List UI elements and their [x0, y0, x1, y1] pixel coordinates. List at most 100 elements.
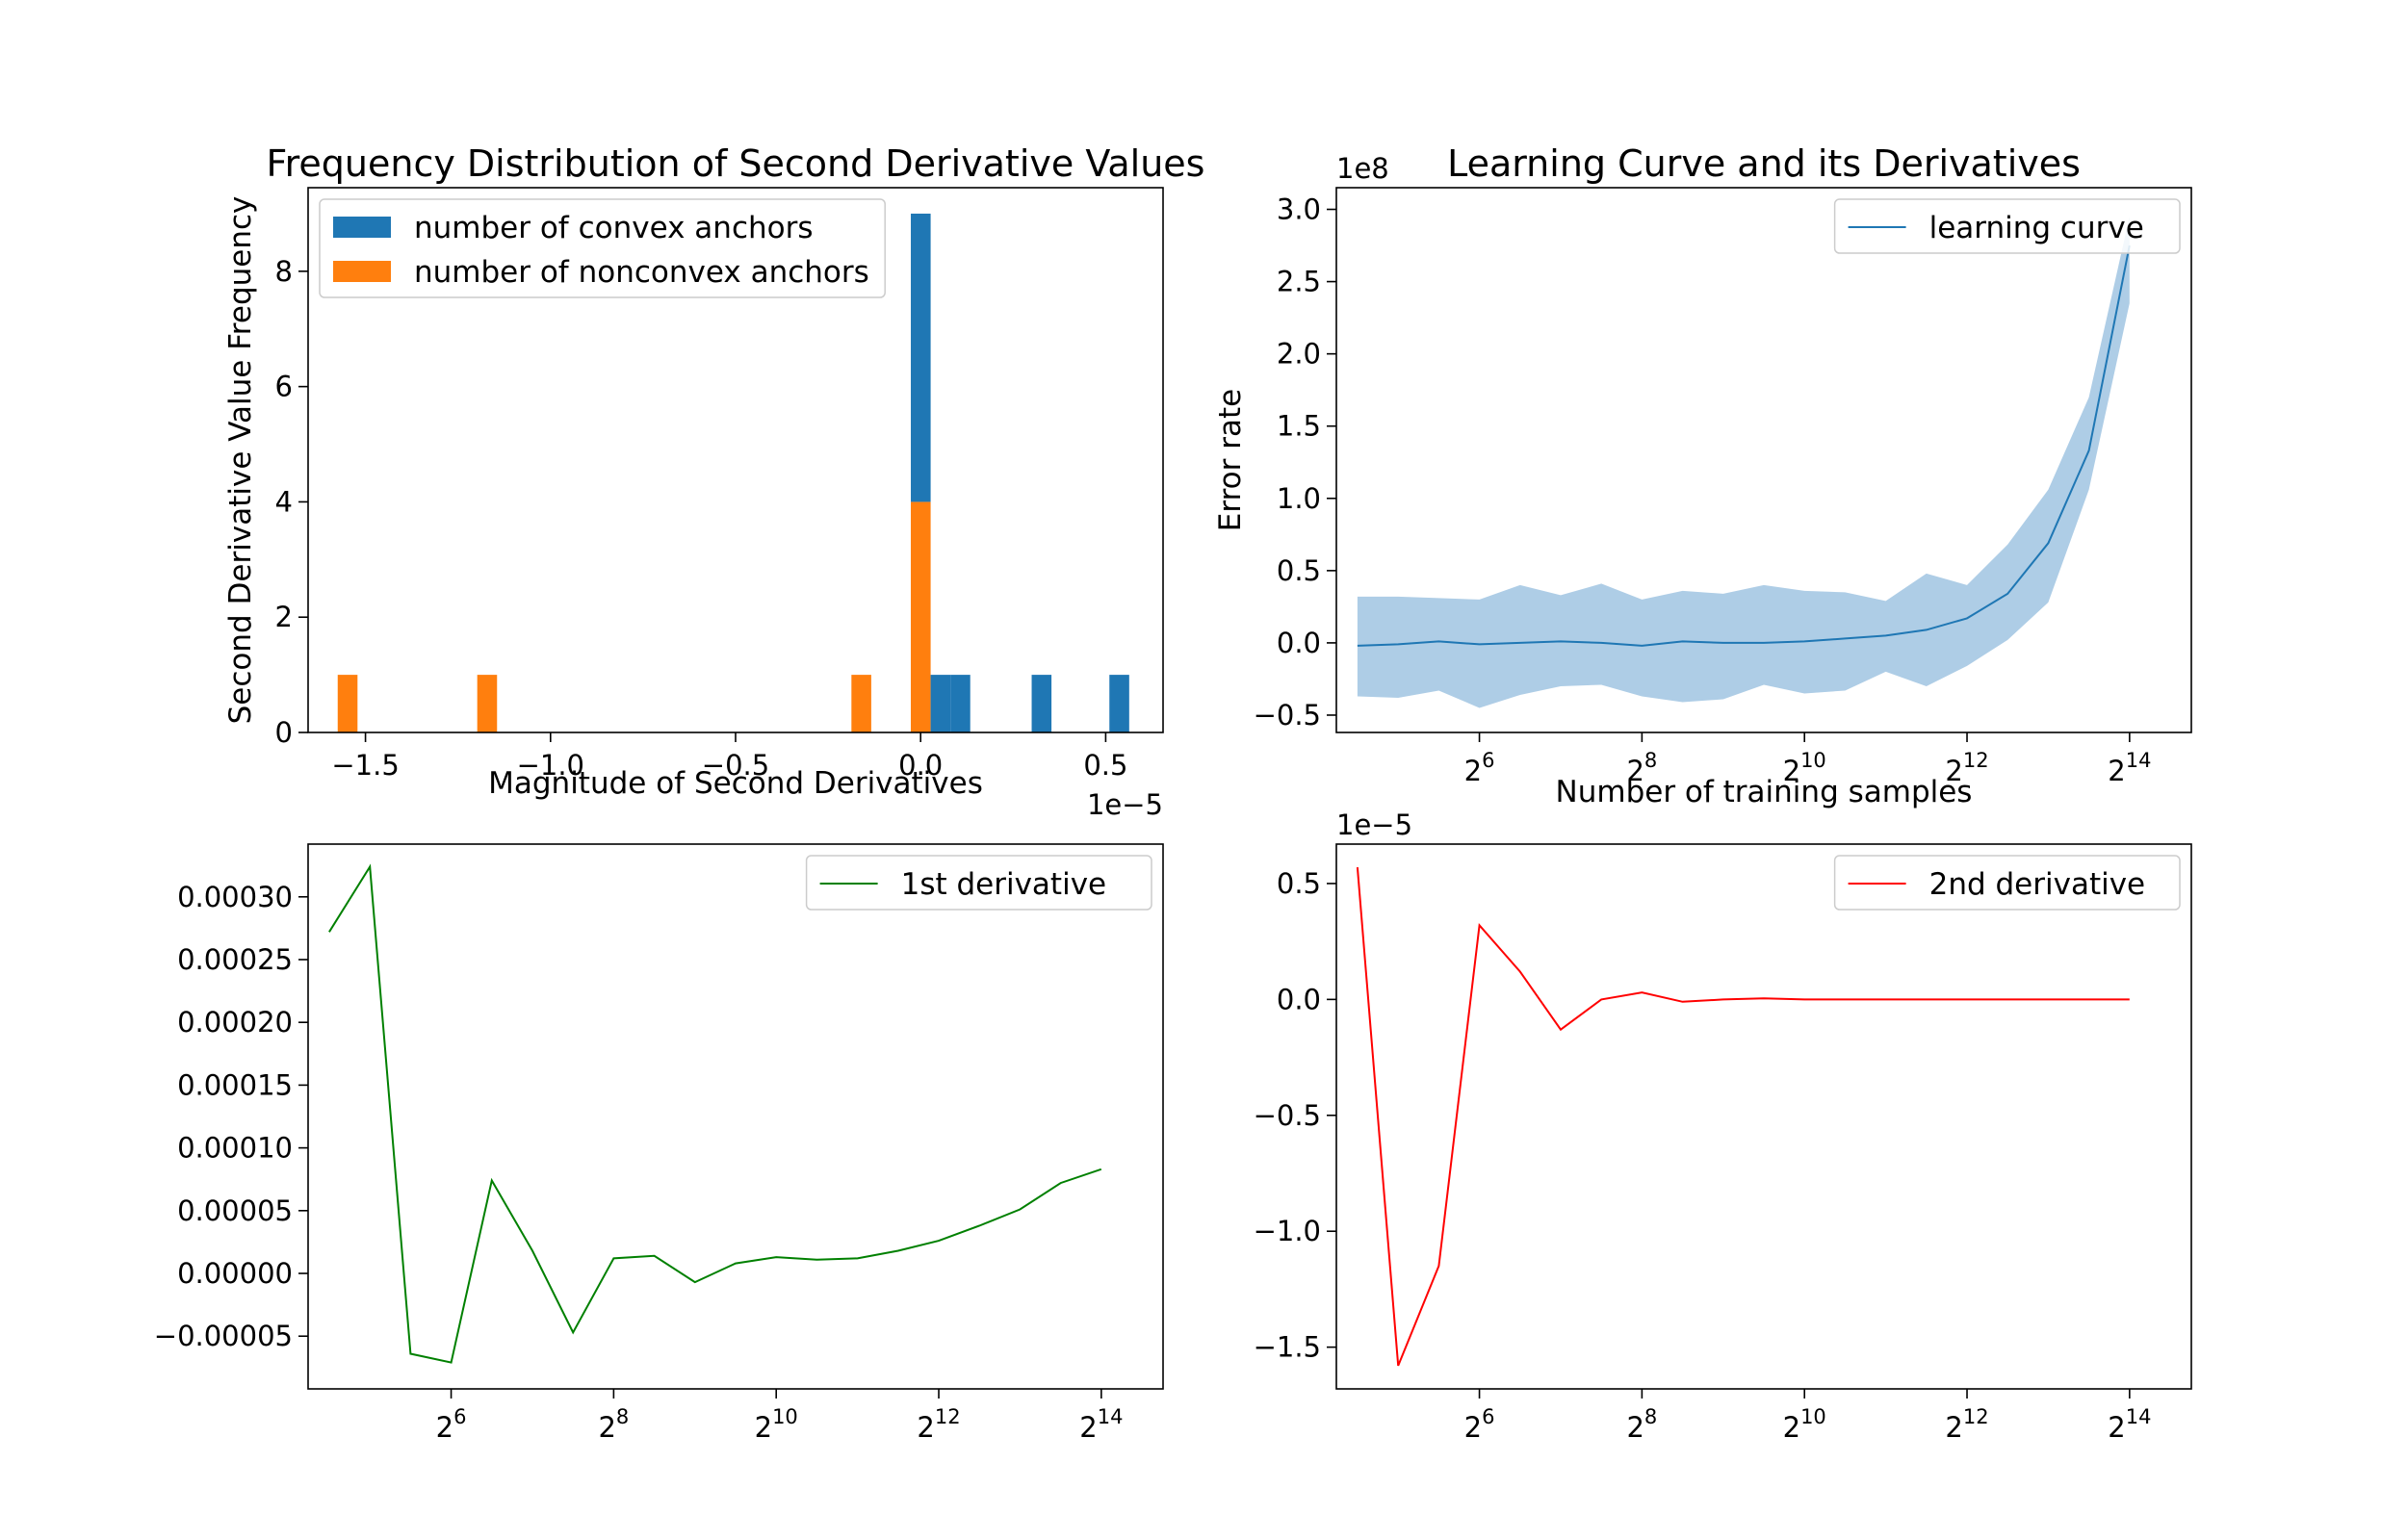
y-tick-label: −1.5 — [1254, 1331, 1321, 1364]
x-tick-label: 26 — [1464, 1405, 1495, 1444]
x-offset-label: 1e−5 — [1087, 788, 1163, 821]
x-tick-label: 0.5 — [1083, 749, 1127, 782]
y-offset-label: 1e8 — [1336, 152, 1389, 185]
y-tick-label: −0.5 — [1254, 1099, 1321, 1132]
x-tick-label: 28 — [1626, 749, 1657, 787]
x-tick-exponent: 10 — [772, 1405, 798, 1428]
x-tick-label: 0.0 — [898, 749, 943, 782]
chart-title: Frequency Distribution of Second Derivat… — [267, 142, 1205, 185]
convex-bar — [1031, 675, 1052, 732]
legend-box — [1833, 198, 2181, 254]
x-tick-base: 2 — [755, 1411, 772, 1444]
y-tick-label: 0.5 — [1277, 867, 1321, 900]
x-tick-base: 2 — [1464, 1411, 1482, 1444]
x-tick-label: 214 — [1079, 1405, 1123, 1444]
legend-label: number of nonconvex anchors — [414, 255, 869, 290]
axes-frame — [1335, 843, 2192, 1390]
x-tick-label: 212 — [1945, 749, 1988, 787]
x-tick-exponent: 14 — [1098, 1405, 1124, 1428]
y-tick-label: 0.00000 — [177, 1257, 293, 1290]
x-tick-label: 28 — [598, 1405, 629, 1444]
x-tick-label: 210 — [755, 1405, 798, 1444]
series-line — [1356, 867, 2130, 1367]
histogram-panel: 0 2 4 6 8 −1.5 −1.0 −0.5 0.0 0.5 1e−5 Magnitude of … — [223, 142, 1204, 821]
convex-bar — [950, 675, 971, 732]
y-axis-label: Second Derivative Value Frequency — [223, 196, 258, 725]
y-tick-label: 0.0 — [1277, 627, 1321, 659]
x-tick-exponent: 8 — [1644, 749, 1657, 772]
x-tick-label: 28 — [1626, 1405, 1657, 1444]
x-tick-label: −1.0 — [517, 749, 584, 782]
y-tick-label: 0 — [275, 716, 293, 749]
legend-box — [319, 198, 886, 298]
y-axis-label: Error rate — [1213, 389, 1248, 531]
x-tick-base: 2 — [1626, 755, 1643, 787]
x-tick-base: 2 — [1783, 1411, 1800, 1444]
y-tick-label: 1.5 — [1277, 410, 1321, 443]
y-tick-label: 0.00030 — [177, 881, 293, 913]
x-tick-base: 2 — [598, 1411, 615, 1444]
x-tick-label: 26 — [436, 1405, 467, 1444]
chart-title: Learning Curve and its Derivatives — [1447, 142, 2081, 185]
legend-label: 1st derivative — [901, 867, 1107, 902]
nonconvex-bar — [477, 675, 498, 732]
y-tick-label: −0.00005 — [154, 1320, 293, 1352]
legend-swatch — [333, 261, 391, 282]
x-tick-label: 214 — [2108, 749, 2151, 787]
nonconvex-bar — [911, 501, 931, 732]
x-tick-exponent: 6 — [1482, 749, 1494, 772]
x-tick-label: 210 — [1783, 1405, 1826, 1444]
x-axis-label: Number of training samples — [1556, 775, 1973, 809]
y-tick-label: 6 — [275, 371, 293, 403]
convex-bar — [911, 213, 931, 502]
convex-bar — [930, 675, 951, 732]
y-tick-label: −0.5 — [1254, 699, 1321, 732]
x-tick-base: 2 — [1945, 1411, 1962, 1444]
x-tick-exponent: 14 — [2126, 749, 2152, 772]
y-tick-label: 2.0 — [1277, 338, 1321, 371]
x-tick-base: 2 — [1783, 755, 1800, 787]
x-tick-exponent: 12 — [935, 1405, 961, 1428]
legend-box — [1833, 855, 2181, 911]
x-tick-exponent: 6 — [1482, 1405, 1494, 1428]
nonconvex-bar — [337, 675, 358, 732]
y-tick-label: 2.5 — [1277, 266, 1321, 298]
x-tick-label: 210 — [1783, 749, 1826, 787]
x-tick-exponent: 12 — [1963, 749, 1989, 772]
x-tick-base: 2 — [1945, 755, 1962, 787]
y-tick-label: 2 — [275, 601, 293, 633]
x-tick-exponent: 8 — [1644, 1405, 1657, 1428]
series-line — [328, 863, 1102, 1364]
convex-bar — [1109, 675, 1129, 732]
x-tick-base: 2 — [1079, 1411, 1097, 1444]
x-tick-exponent: 14 — [2126, 1405, 2152, 1428]
x-tick-base: 2 — [1626, 1411, 1643, 1444]
y-tick-label: 0.00010 — [177, 1132, 293, 1165]
nonconvex-bar — [851, 675, 871, 732]
x-tick-base: 2 — [917, 1411, 934, 1444]
y-tick-label: 8 — [275, 255, 293, 288]
x-axis-label: Magnitude of Second Derivatives — [488, 766, 983, 801]
x-tick-label: 212 — [917, 1405, 960, 1444]
x-tick-exponent: 8 — [616, 1405, 629, 1428]
x-tick-exponent: 10 — [1800, 749, 1826, 772]
x-tick-base: 2 — [1464, 755, 1482, 787]
x-tick-label: −0.5 — [702, 749, 769, 782]
learning-curve-panel: −0.50.00.51.01.52.02.53.026 28 210 212 2141e… — [1213, 142, 2192, 809]
x-tick-base: 2 — [2108, 755, 2125, 787]
first-derivative-panel: −0.00005 0.00000 0.00005 0.00010 0.00015 0.00… — [154, 843, 1164, 1444]
axes-frame — [1335, 187, 2192, 733]
y-tick-label: 4 — [275, 485, 293, 518]
x-tick-exponent: 6 — [453, 1405, 466, 1428]
y-tick-label: 0.00020 — [177, 1006, 293, 1039]
y-tick-label: 0.5 — [1277, 554, 1321, 587]
y-tick-label: 0.00015 — [177, 1068, 293, 1101]
legend-label: learning curve — [1929, 211, 2144, 245]
y-tick-label: 0.00025 — [177, 943, 293, 976]
legend-box — [805, 855, 1152, 911]
x-tick-base: 2 — [436, 1411, 453, 1444]
confidence-band — [1357, 217, 2130, 708]
legend-label: number of convex anchors — [414, 211, 814, 245]
